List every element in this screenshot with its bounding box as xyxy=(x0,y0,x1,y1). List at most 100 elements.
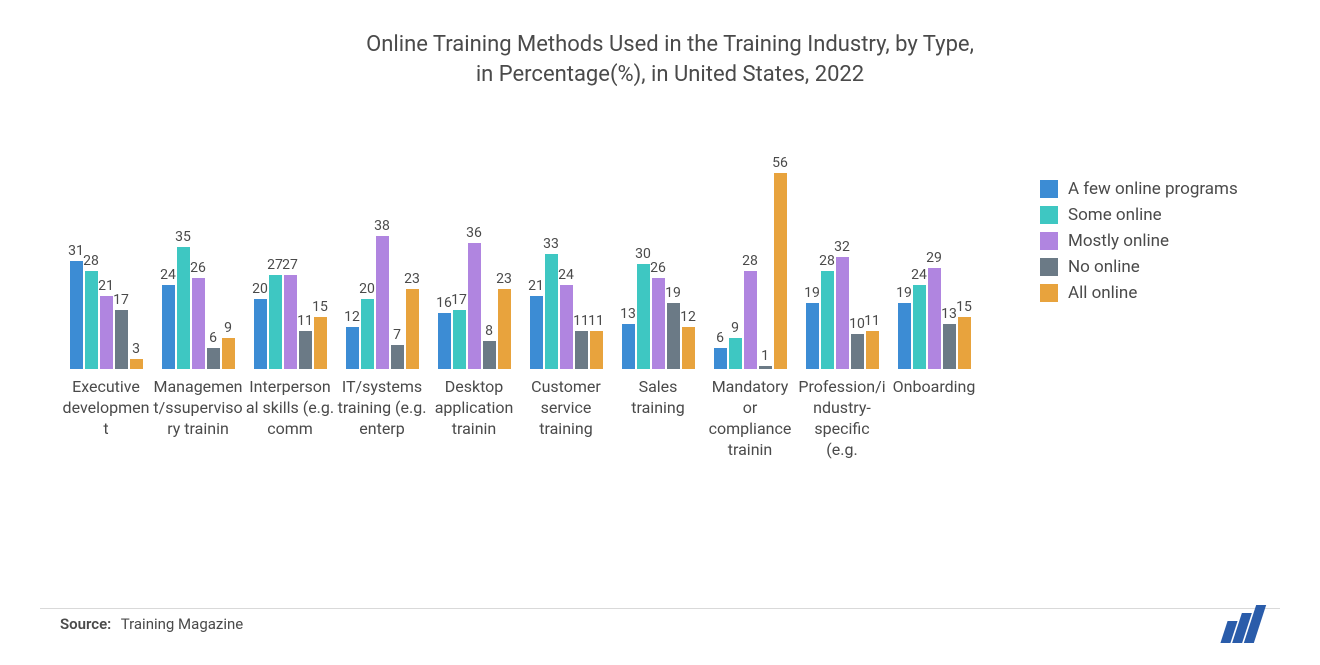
legend-swatch xyxy=(1040,258,1058,276)
bar-value: 17 xyxy=(113,292,129,308)
bar-value: 15 xyxy=(312,299,328,315)
bar-cluster: 1924291315 xyxy=(898,159,971,369)
bar-value: 16 xyxy=(436,295,452,311)
bar: 33 xyxy=(545,254,558,370)
bar-value: 32 xyxy=(834,239,850,255)
bar: 32 xyxy=(836,257,849,369)
bar-value: 3 xyxy=(132,341,140,357)
bar: 11 xyxy=(866,331,879,370)
bar: 31 xyxy=(70,261,83,370)
bar-cluster: 2027271115 xyxy=(254,159,327,369)
bar-value: 6 xyxy=(716,330,724,346)
bar-cluster: 24352669 xyxy=(162,159,235,369)
bar-value: 9 xyxy=(224,320,232,336)
bar: 19 xyxy=(806,303,819,370)
bar: 16 xyxy=(438,313,451,369)
bar-value: 24 xyxy=(558,267,574,283)
category-label: Customer service training xyxy=(521,377,611,439)
bar-value: 6 xyxy=(209,330,217,346)
bar: 28 xyxy=(821,271,834,369)
bar-value: 13 xyxy=(620,306,636,322)
bar: 13 xyxy=(622,324,635,370)
chart-container: Online Training Methods Used in the Trai… xyxy=(0,0,1320,665)
bar: 15 xyxy=(958,317,971,370)
bar: 6 xyxy=(714,348,727,369)
bar-value: 9 xyxy=(731,320,739,336)
title-line-1: Online Training Methods Used in the Trai… xyxy=(366,32,974,57)
bar-value: 56 xyxy=(772,155,788,171)
bar-group: 6928156Mandatory or compliance trainin xyxy=(704,159,796,369)
bar: 24 xyxy=(560,285,573,369)
legend-item: Mostly online xyxy=(1040,231,1238,251)
bar: 17 xyxy=(115,310,128,370)
bar: 24 xyxy=(913,285,926,369)
bar: 27 xyxy=(284,275,297,370)
bar: 9 xyxy=(222,338,235,370)
legend-swatch xyxy=(1040,232,1058,250)
bar-cluster: 2133241111 xyxy=(530,159,603,369)
bar: 1 xyxy=(759,366,772,370)
bar: 17 xyxy=(453,310,466,370)
bar-value: 1 xyxy=(761,348,769,364)
bar-value: 12 xyxy=(680,309,696,325)
bar-cluster: 312821173 xyxy=(70,159,143,369)
legend: A few online programsSome onlineMostly o… xyxy=(1040,179,1238,309)
bar-group: 2133241111Customer service training xyxy=(520,159,612,369)
bar-cluster: 122038723 xyxy=(346,159,419,369)
bar-value: 11 xyxy=(588,313,604,329)
bar-value: 11 xyxy=(297,313,313,329)
bar-value: 8 xyxy=(485,323,493,339)
legend-label: All online xyxy=(1068,283,1137,303)
bar-value: 26 xyxy=(190,260,206,276)
bar-cluster: 6928156 xyxy=(714,159,787,369)
bar: 28 xyxy=(85,271,98,369)
bar-value: 15 xyxy=(956,299,972,315)
plot-area: 312821173Executive development24352669Ma… xyxy=(60,99,980,539)
bar-group: 24352669Management/ssupervisory trainin xyxy=(152,159,244,369)
bar: 27 xyxy=(269,275,282,370)
bar-value: 17 xyxy=(451,292,467,308)
bar: 10 xyxy=(851,334,864,369)
bar: 20 xyxy=(361,299,374,369)
bar-group: 1928321011Profession/industry-specific (… xyxy=(796,159,888,369)
bar: 36 xyxy=(468,243,481,369)
bar-value: 19 xyxy=(896,285,912,301)
bar: 28 xyxy=(744,271,757,369)
category-label: Management/ssupervisory trainin xyxy=(153,377,243,439)
bar-value: 19 xyxy=(804,285,820,301)
bar-value: 26 xyxy=(650,260,666,276)
bar-cluster: 1928321011 xyxy=(806,159,879,369)
category-label: Interpersonal skills (e.g. comm xyxy=(245,377,335,439)
bar: 11 xyxy=(299,331,312,370)
category-label: Executive development xyxy=(61,377,151,439)
bar-value: 23 xyxy=(496,271,512,287)
bars-area: 312821173Executive development24352669Ma… xyxy=(60,159,980,369)
bar-group: 1924291315Onboarding xyxy=(888,159,980,369)
category-label: Sales training xyxy=(613,377,703,419)
chart-title: Online Training Methods Used in the Trai… xyxy=(220,30,1120,89)
bar: 11 xyxy=(590,331,603,370)
bar-value: 30 xyxy=(635,246,651,262)
bar-value: 11 xyxy=(573,313,589,329)
bar-group: 2027271115Interpersonal skills (e.g. com… xyxy=(244,159,336,369)
bar: 6 xyxy=(207,348,220,369)
bar: 13 xyxy=(943,324,956,370)
bar-group: 161736823Desktop application trainin xyxy=(428,159,520,369)
legend-label: A few online programs xyxy=(1068,179,1238,199)
source-value: Training Magazine xyxy=(121,615,244,633)
bar-value: 23 xyxy=(404,271,420,287)
bar-value: 38 xyxy=(374,218,390,234)
bar: 9 xyxy=(729,338,742,370)
bar-group: 122038723IT/systems training (e.g. enter… xyxy=(336,159,428,369)
bar: 29 xyxy=(928,268,941,370)
bar-value: 27 xyxy=(267,257,283,273)
bar: 21 xyxy=(530,296,543,370)
bar-cluster: 1617368 23 xyxy=(438,159,511,369)
bar-group: 1330261912Sales training xyxy=(612,159,704,369)
bar-value: 10 xyxy=(849,316,865,332)
bar: 20 xyxy=(254,299,267,369)
bar: 15 xyxy=(314,317,327,370)
source-label: Source: xyxy=(60,615,111,633)
plot-wrap: 312821173Executive development24352669Ma… xyxy=(60,99,1280,539)
legend-item: No online xyxy=(1040,257,1238,277)
